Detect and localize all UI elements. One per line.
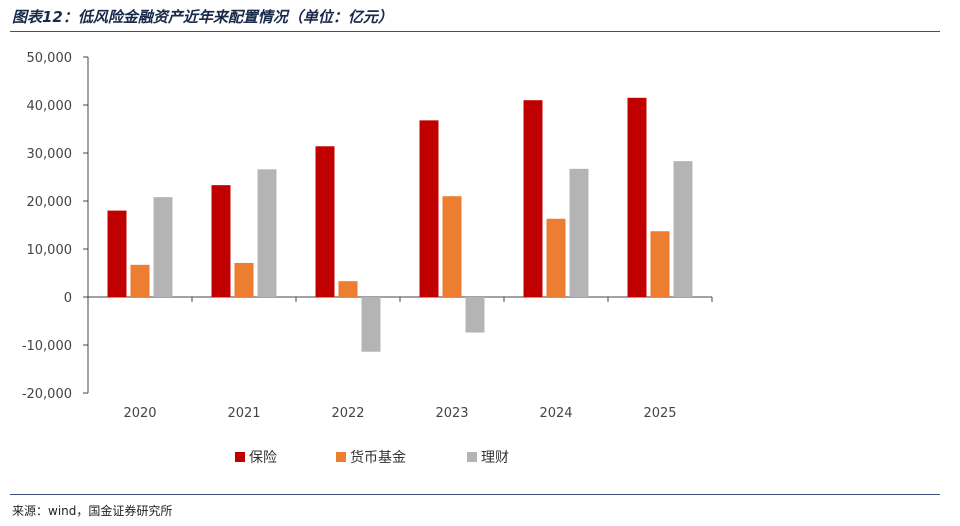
y-tick-label: -10,000 <box>22 339 72 354</box>
y-tick-label: -20,000 <box>22 387 72 402</box>
top-divider <box>10 31 940 32</box>
bar-chart: -20,000 -10,000 0 10,000 20,000 30,000 40,000 5… <box>22 51 713 466</box>
bar-理财-2023 <box>465 297 485 333</box>
bar-保险-2020 <box>107 210 127 297</box>
y-tick-label: 20,000 <box>27 195 73 210</box>
legend-label: 理财 <box>481 450 509 466</box>
bar-理财-2021 <box>257 169 277 297</box>
bar-保险-2025 <box>627 97 647 297</box>
bar-理财-2020 <box>153 197 173 297</box>
y-tick-label: 40,000 <box>27 99 73 114</box>
bar-保险-2022 <box>315 146 335 297</box>
y-tick-label: 30,000 <box>27 147 73 162</box>
bar-保险-2023 <box>419 120 439 297</box>
bar-货币基金-2023 <box>442 196 462 297</box>
bar-货币基金-2025 <box>650 231 670 297</box>
bar-货币基金-2020 <box>130 264 150 297</box>
bar-理财-2022 <box>361 297 381 352</box>
legend-swatch-保险 <box>235 452 245 462</box>
legend-label: 货币基金 <box>350 449 406 466</box>
bar-货币基金-2022 <box>338 281 358 297</box>
x-tick-label: 2023 <box>435 406 468 421</box>
source-note: 来源：wind，国金证券研究所 <box>12 504 173 518</box>
y-tick-label: 50,000 <box>27 51 73 66</box>
x-tick-label: 2020 <box>123 406 156 421</box>
x-tick-label: 2021 <box>227 406 260 421</box>
bar-保险-2021 <box>211 185 231 297</box>
bar-理财-2024 <box>569 168 589 297</box>
y-tick-label: 10,000 <box>27 243 73 258</box>
x-tick-label: 2022 <box>331 406 364 421</box>
chart-title: 图表12：低风险金融资产近年来配置情况（单位：亿元） <box>12 8 393 26</box>
title-bar: 图表12：低风险金融资产近年来配置情况（单位：亿元） <box>10 4 940 30</box>
legend-swatch-理财 <box>467 452 477 462</box>
bar-货币基金-2024 <box>546 218 566 297</box>
x-tick-label: 2024 <box>539 406 572 421</box>
bar-理财-2025 <box>673 161 693 297</box>
legend-swatch-货币基金 <box>336 452 346 462</box>
x-tick-label: 2025 <box>643 406 676 421</box>
bar-保险-2024 <box>523 100 543 297</box>
bottom-divider <box>10 494 940 495</box>
y-tick-label: 0 <box>64 291 72 306</box>
bar-货币基金-2021 <box>234 262 254 297</box>
legend-label: 保险 <box>249 450 277 466</box>
